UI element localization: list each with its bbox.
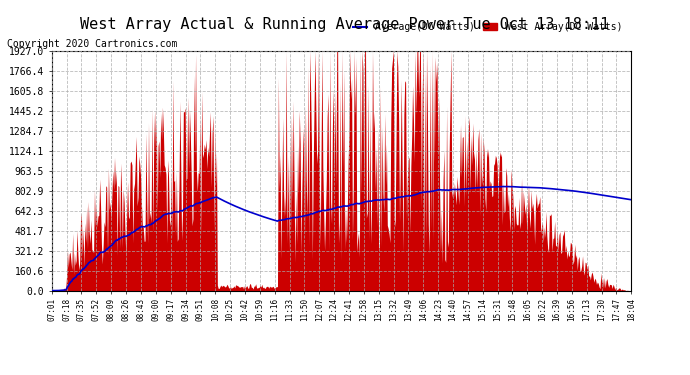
Legend: Average(DC Watts), West Array(DC Watts): Average(DC Watts), West Array(DC Watts) — [349, 18, 627, 36]
Text: West Array Actual & Running Average Power Tue Oct 13 18:11: West Array Actual & Running Average Powe… — [80, 17, 610, 32]
Text: Copyright 2020 Cartronics.com: Copyright 2020 Cartronics.com — [7, 39, 177, 50]
